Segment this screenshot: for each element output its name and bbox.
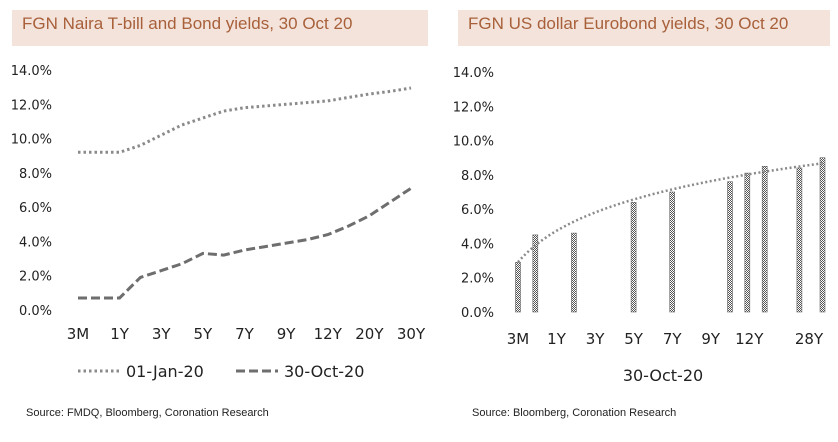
right-x-tick-label: 3M [507,330,530,348]
right-x-axis-title: 30-Oct-20 [623,366,703,385]
right-chart: 0.0% 2.0% 4.0% 6.0% 8.0% 10.0% 12.0% 14.0% 3M 1Y 3… [453,66,826,385]
left-series-line-2 [78,187,412,300]
right-x-tick-label: 28Y [795,330,824,348]
left-chart: 0.0% 2.0% 4.0% 6.0% 8.0% 10.0% 12.0% 14.0% 3M 1Y 3… [11,64,426,381]
right-x-tick-label: 9Y [701,330,721,348]
left-y-tick-label: 14.0% [11,64,52,79]
right-trendline [517,162,823,263]
right-source-note: Source: Bloomberg, Coronation Research [472,407,677,419]
right-x-tick-label: 1Y [547,330,567,348]
right-y-tick-label: 14.0% [453,66,494,81]
right-bar [744,172,751,313]
left-y-tick-label: 12.0% [11,98,52,113]
left-y-tick-label: 4.0% [19,235,52,250]
right-bar [630,202,637,313]
right-bar [532,234,539,313]
right-y-tick-label: 12.0% [453,100,494,115]
left-x-tick-label: 3M [67,325,90,343]
right-chart-title: FGN US dollar Eurobond yields, 30 Oct 20 [458,10,830,46]
left-x-tick-label: 5Y [194,325,214,343]
right-bar [796,167,803,313]
left-legend-label-2: 30-Oct-20 [284,362,364,381]
left-series-line-1 [78,86,412,154]
right-x-tick-label: 5Y [624,330,644,348]
left-x-tick-label: 9Y [277,325,297,343]
right-y-tick-label: 10.0% [453,135,494,150]
right-y-tick-label: 0.0% [461,306,494,321]
right-x-tick-label: 12Y [735,330,764,348]
right-bar [727,181,733,313]
left-y-tick-label: 8.0% [19,167,52,182]
right-y-tick-label: 8.0% [461,169,494,184]
right-bar [571,232,577,313]
right-bar [515,261,521,313]
left-y-tick-label: 10.0% [11,133,52,148]
left-y-tick-label: 0.0% [19,304,52,319]
right-bar [669,191,676,313]
left-y-tick-label: 6.0% [19,201,52,216]
right-y-tick-label: 4.0% [461,237,494,252]
left-legend-label-1: 01-Jan-20 [126,362,204,381]
right-y-tick-label: 6.0% [461,203,494,218]
left-x-tick-label: 1Y [110,325,130,343]
right-bar [819,157,826,313]
right-x-tick-label: 7Y [663,330,683,348]
left-y-tick-label: 2.0% [19,270,52,285]
left-x-tick-label: 30Y [397,325,426,343]
left-x-tick-label: 12Y [314,325,343,343]
left-x-tick-label: 20Y [355,325,384,343]
left-source-note: Source: FMDQ, Bloomberg, Coronation Rese… [26,407,269,419]
right-bar [761,166,768,313]
left-x-tick-label: 7Y [235,325,255,343]
right-x-tick-label: 3Y [586,330,606,348]
right-y-tick-label: 2.0% [461,272,494,287]
left-x-tick-label: 3Y [152,325,172,343]
left-chart-title: FGN Naira T-bill and Bond yields, 30 Oct… [12,10,428,46]
